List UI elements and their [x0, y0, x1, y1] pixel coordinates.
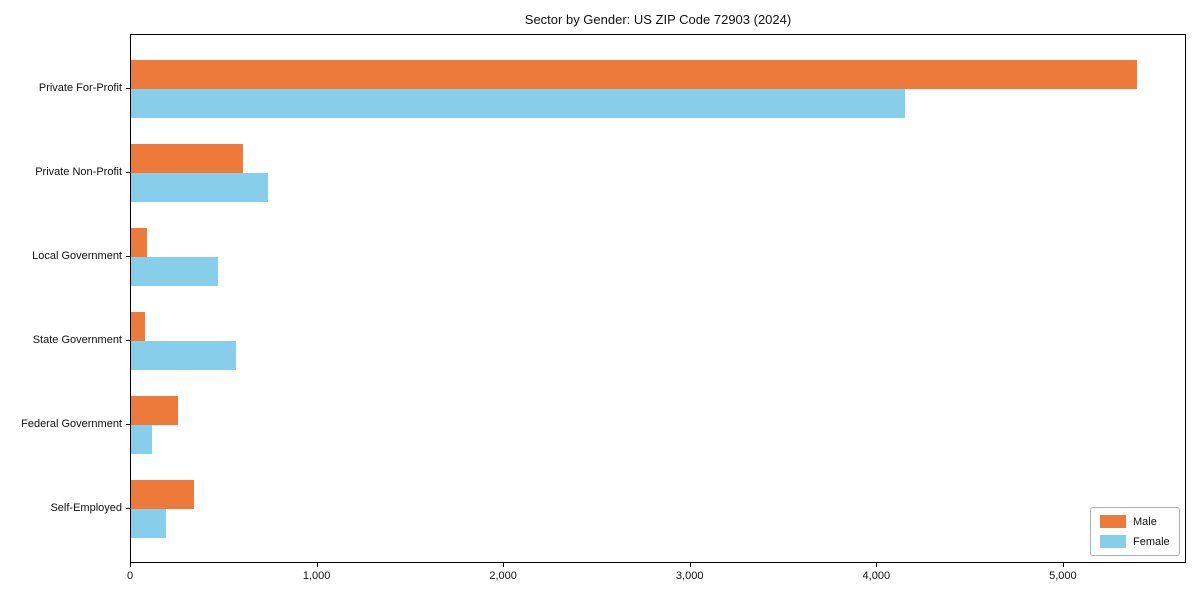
x-tick-label: 5,000 — [1049, 570, 1077, 582]
x-tick-mark — [316, 563, 318, 567]
y-tick-label: Self-Employed — [50, 502, 122, 514]
y-tick-label: Private Non-Profit — [35, 166, 122, 178]
x-tick-label: 3,000 — [675, 570, 704, 582]
bar-female-5 — [131, 425, 152, 454]
y-tick-mark — [126, 424, 130, 425]
x-tick-mark — [689, 563, 691, 567]
x-tick-mark — [130, 563, 131, 567]
bar-male-6 — [131, 480, 195, 509]
female-swatch — [1100, 535, 1126, 548]
x-tick-mark — [1062, 563, 1064, 567]
bar-male-3 — [131, 228, 147, 257]
legend-item-female: Female — [1100, 535, 1170, 548]
bar-female-1 — [131, 89, 906, 118]
y-tick-label: Federal Government — [21, 418, 122, 430]
plot-area — [130, 34, 1186, 563]
y-tick-mark — [126, 172, 130, 173]
y-tick-mark — [126, 88, 130, 89]
bar-female-4 — [131, 341, 236, 370]
bar-female-6 — [131, 509, 166, 538]
legend-item-male: Male — [1100, 515, 1170, 528]
male-swatch — [1100, 515, 1126, 528]
bar-male-5 — [131, 396, 178, 425]
legend-label-male: Male — [1133, 515, 1157, 528]
chart-title: Sector by Gender: US ZIP Code 72903 (202… — [524, 12, 792, 27]
y-tick-mark — [126, 256, 130, 257]
y-tick-label: State Government — [32, 334, 122, 346]
x-tick-label: 0 — [126, 570, 134, 582]
legend-label-female: Female — [1133, 535, 1170, 548]
x-tick-mark — [876, 563, 878, 567]
x-tick-label: 4,000 — [862, 570, 891, 582]
bar-male-2 — [131, 144, 243, 173]
y-tick-label: Local Government — [32, 250, 122, 262]
x-tick-mark — [503, 563, 505, 567]
bar-male-4 — [131, 312, 145, 341]
bar-male-1 — [131, 60, 1137, 89]
y-tick-label: Private For-Profit — [38, 82, 122, 94]
y-tick-mark — [126, 340, 130, 341]
x-tick-label: 2,000 — [489, 570, 517, 582]
bar-female-3 — [131, 257, 218, 286]
y-tick-mark — [126, 508, 130, 509]
legend: Male Female — [1090, 507, 1180, 556]
x-tick-label: 1,000 — [302, 570, 331, 582]
bar-female-2 — [131, 173, 269, 202]
